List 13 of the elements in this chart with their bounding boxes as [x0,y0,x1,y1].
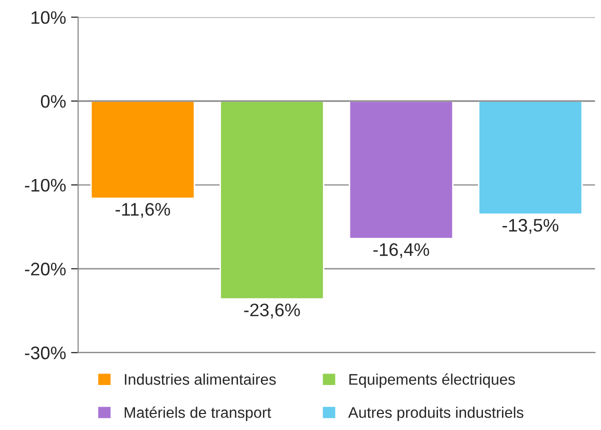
legend-label: Industries alimentaires [124,374,276,385]
y-tick-label: 10% [32,11,66,24]
y-tick-label: -30% [24,346,66,360]
data-label: -11,6% [116,202,170,218]
y-tick-label: -10% [24,178,66,192]
data-label: -13,5% [502,218,558,234]
data-label: -23,6% [244,304,300,318]
legend-label: Matériels de transport [124,406,272,421]
data-label: -16,4% [373,243,430,258]
legend-label: Autres produits industriels [348,406,524,421]
y-tick-label: -20% [24,262,66,276]
y-tick-label: 0% [40,94,66,108]
legend-label: Equipements électriques [349,373,515,388]
